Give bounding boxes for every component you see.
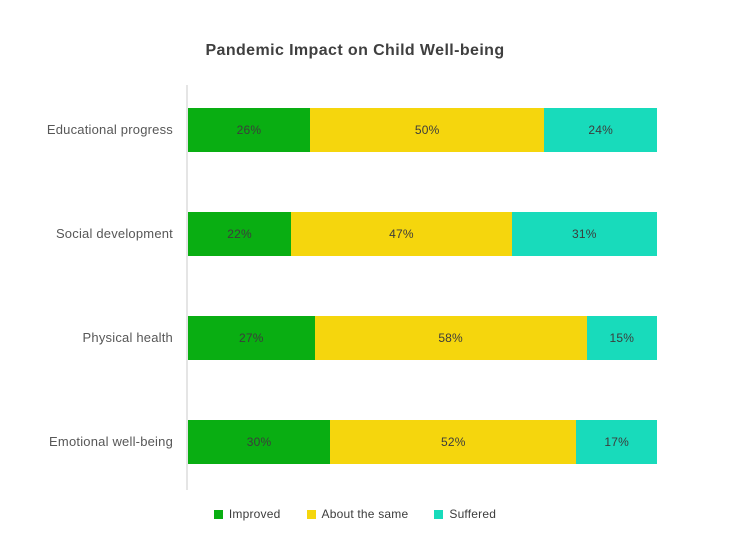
chart-title: Pandemic Impact on Child Well-being [205,42,505,59]
bar-segment-suffered: 31% [511,212,658,256]
bar-segment-suffered: 24% [544,108,657,152]
legend-label: About the same [321,507,409,521]
stacked-bar: 22% 47% 31% [188,212,658,256]
legend-item-suffered: Suffered [434,507,496,521]
bar-segment-improved: 27% [188,316,315,360]
bar-segment-about-the-same: 52% [330,420,577,464]
category-label: Physical health [82,330,173,345]
legend-swatch-icon [434,509,444,519]
bar-segment-suffered: 15% [586,316,657,360]
legend-item-improved: Improved [213,507,281,521]
legend-item-about-the-same: About the same [306,507,409,521]
stacked-bar: 27% 58% 15% [188,316,657,360]
legend-label: Improved [228,507,281,521]
plot-area: Educational progress 26% 50% 24% Social deve… [47,85,658,490]
bar-row: Emotional well-being 30% 52% 17% [49,420,657,464]
category-label: Emotional well-being [49,434,173,449]
bar-row: Educational progress 26% 50% 24% [47,108,657,152]
bar-row: Physical health 27% 58% 15% [83,316,657,360]
legend-swatch-icon [306,509,316,519]
chart-inner: Pandemic Impact on Child Well-being Educ… [0,42,710,525]
bar-segment-about-the-same: 50% [309,108,545,152]
category-label: Educational progress [46,122,173,137]
stacked-bar: 26% 50% 24% [188,108,657,152]
bar-segment-improved: 22% [188,212,292,256]
stacked-bar: 30% 52% 17% [188,420,657,464]
bar-segment-about-the-same: 58% [314,316,587,360]
bar-segment-about-the-same: 47% [291,212,512,256]
legend-label: Suffered [449,507,497,521]
category-label: Social development [55,226,173,241]
bar-segment-improved: 26% [188,108,310,152]
legend: Improved About the same Suffered [0,503,710,525]
bar-segment-improved: 30% [188,420,331,464]
bar-row: Social development 22% 47% 31% [56,212,658,256]
bar-segment-suffered: 17% [576,420,657,464]
legend-swatch-icon [213,509,223,519]
